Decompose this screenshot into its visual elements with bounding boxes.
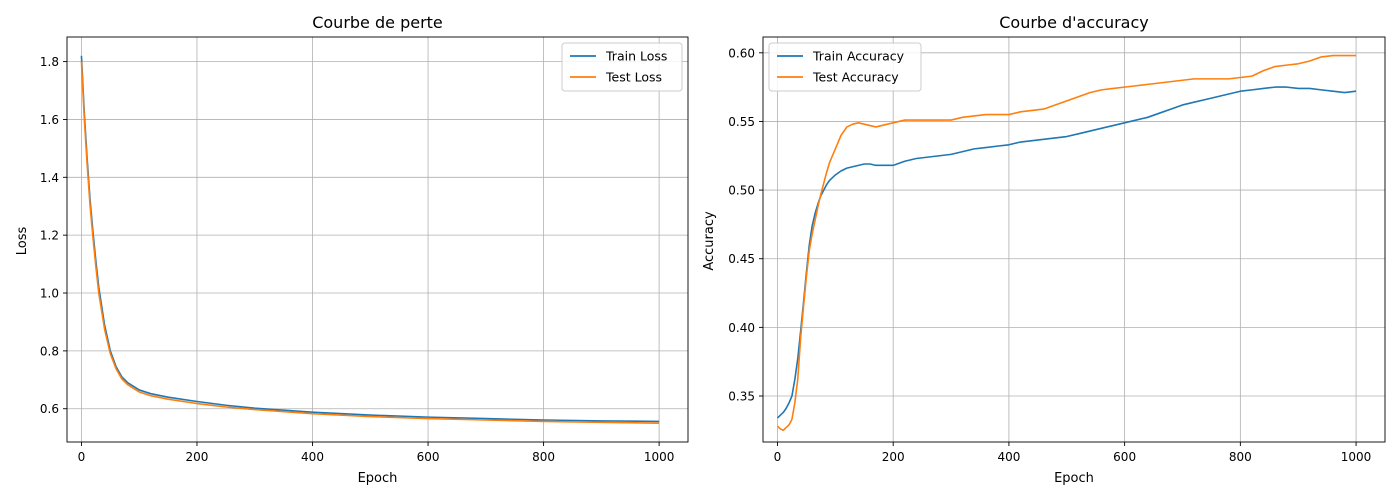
loss-xtick-label-5: 1000: [644, 450, 675, 464]
accuracy-ytick-label-4: 0.55: [728, 115, 755, 129]
loss-xtick-label-1: 200: [186, 450, 209, 464]
accuracy-series-train-accuracy: [776, 86, 1357, 419]
accuracy-axes-frame: [762, 36, 1386, 443]
loss-series-train-loss: [80, 55, 660, 423]
loss-legend-label-test-loss: Test Loss: [605, 70, 662, 85]
accuracy-legend: Train Accuracy Test Accuracy: [768, 42, 922, 92]
loss-ytick-label-6: 1.8: [40, 55, 59, 69]
loss-xtick-label-2: 400: [301, 450, 324, 464]
loss-legend-label-train-loss: Train Loss: [605, 49, 667, 64]
loss-ytick-label-3: 1.2: [40, 229, 59, 243]
accuracy-ytick-label-5: 0.60: [728, 46, 755, 60]
accuracy-chart-title: Courbe d'accuracy: [999, 13, 1149, 32]
accuracy-xtick-label-2: 400: [997, 450, 1020, 464]
loss-axes-frame: [66, 36, 689, 443]
accuracy-xtick-label-3: 600: [1113, 450, 1136, 464]
accuracy-chart-xlabel: Epoch: [1054, 471, 1094, 486]
accuracy-ytick-label-0: 0.35: [728, 390, 755, 404]
loss-ytick-label-0: 0.6: [40, 402, 59, 416]
loss-series-test-loss: [80, 61, 660, 424]
loss-xtick-label-0: 0: [78, 450, 86, 464]
accuracy-ytick-label-1: 0.40: [728, 321, 755, 335]
loss-xtick-label-3: 600: [417, 450, 440, 464]
loss-chart-title: Courbe de perte: [312, 13, 443, 32]
accuracy-xtick-label-1: 200: [882, 450, 905, 464]
loss-chart-xlabel: Epoch: [358, 471, 398, 486]
accuracy-chart: 0 200 400 600 800 1000 0.35 0.40 0.45 0.50 0.55 0.6…: [728, 36, 1386, 464]
loss-legend-box: [561, 42, 683, 92]
loss-ytick-label-2: 1.0: [40, 287, 59, 301]
loss-chart: 0 200 400 600 800 1000 0.6 0.8 1.0 1.2 1.4 1.6 1.8 Tr…: [40, 36, 689, 464]
loss-legend: Train Loss Test Loss: [561, 42, 683, 92]
loss-ytick-label-5: 1.6: [40, 113, 59, 127]
accuracy-xtick-label-4: 800: [1229, 450, 1252, 464]
accuracy-series-test-accuracy: [776, 54, 1357, 432]
accuracy-xtick-label-5: 1000: [1341, 450, 1372, 464]
loss-ytick-label-4: 1.4: [40, 171, 59, 185]
accuracy-legend-label-test-accuracy: Test Accuracy: [812, 70, 899, 85]
accuracy-ytick-label-3: 0.50: [728, 184, 755, 198]
accuracy-legend-label-train-accuracy: Train Accuracy: [812, 49, 905, 64]
accuracy-legend-box: [768, 42, 922, 92]
loss-xtick-label-4: 800: [532, 450, 555, 464]
accuracy-xtick-label-0: 0: [774, 450, 782, 464]
loss-ytick-label-1: 0.8: [40, 344, 59, 358]
accuracy-chart-ylabel: Accuracy: [702, 211, 717, 271]
accuracy-ytick-label-2: 0.45: [728, 252, 755, 266]
loss-chart-ylabel: Loss: [15, 227, 30, 256]
